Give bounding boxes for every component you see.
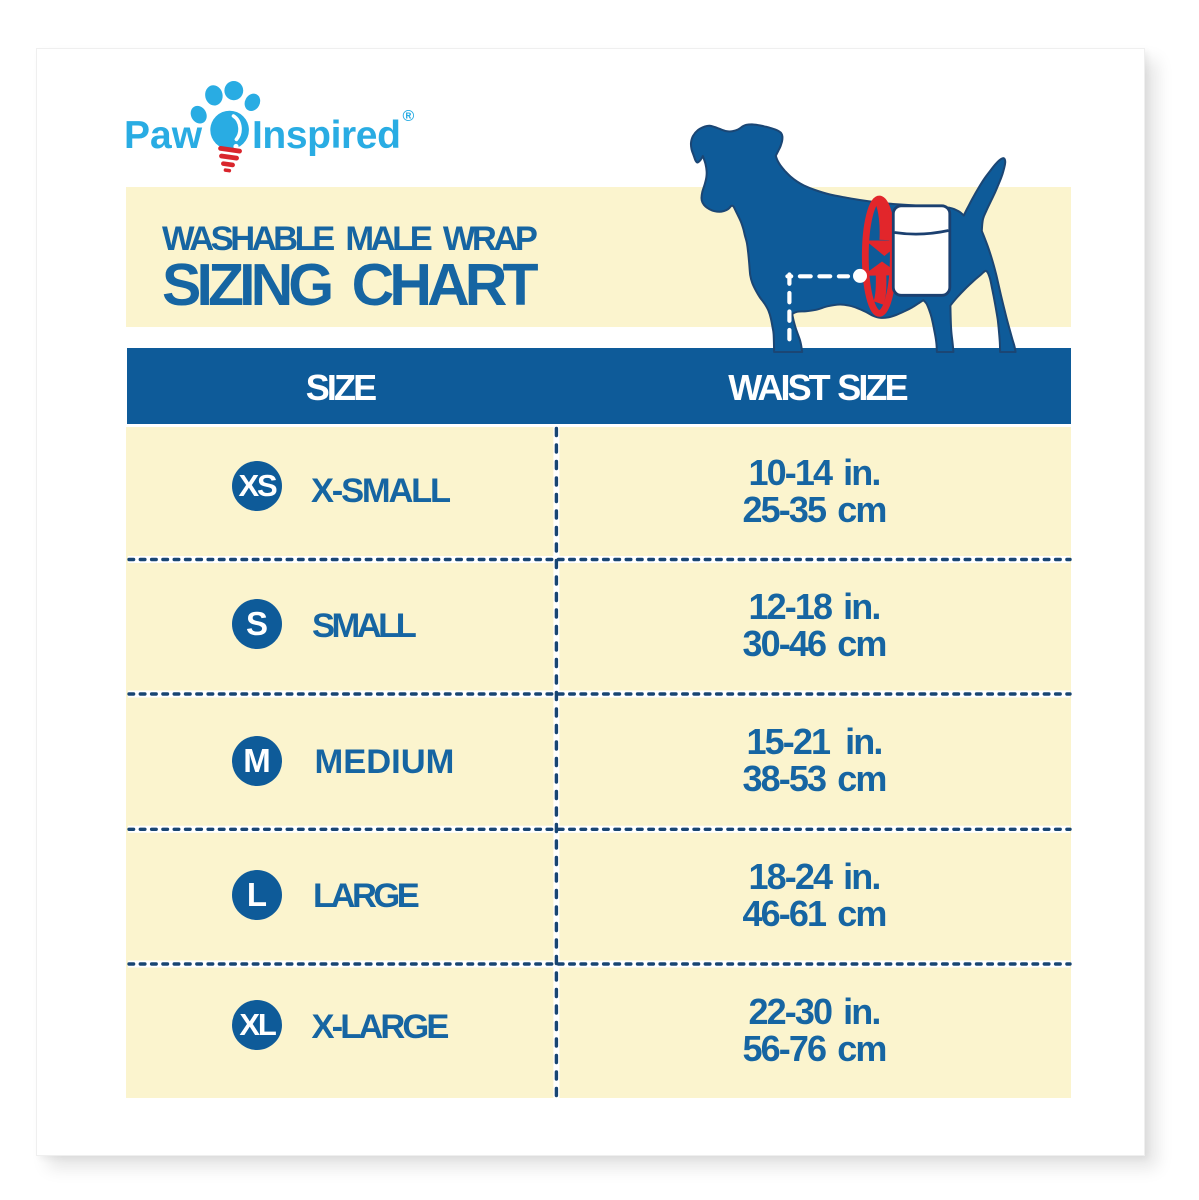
svg-text:Inspired: Inspired xyxy=(252,114,401,157)
svg-text:Paw: Paw xyxy=(124,114,203,157)
svg-text:®: ® xyxy=(403,108,415,125)
